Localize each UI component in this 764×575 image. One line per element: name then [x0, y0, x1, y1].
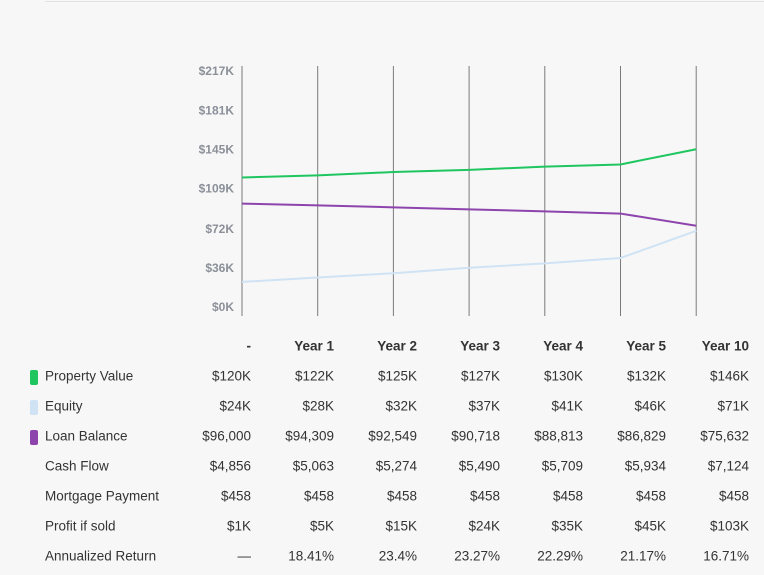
table-cell: $103K — [710, 519, 749, 534]
legend-label: Loan Balance — [45, 429, 128, 444]
table-cell: $1K — [227, 519, 251, 534]
table-cell: $92,549 — [368, 429, 417, 444]
y-tick-label: $181K — [199, 103, 235, 117]
column-header: Year 3 — [460, 339, 500, 354]
table-cell: $127K — [461, 369, 500, 384]
table-cell: $24K — [219, 399, 251, 414]
table-cell: 21.17% — [620, 549, 666, 564]
table-cell: $5,274 — [376, 459, 418, 474]
column-header: Year 2 — [377, 339, 417, 354]
table-cell: $120K — [212, 369, 251, 384]
row-label: Mortgage Payment — [45, 489, 159, 504]
legend-swatch — [30, 370, 38, 385]
y-tick-label: $145K — [199, 142, 235, 156]
column-header: Year 4 — [543, 339, 583, 354]
table-cell: 18.41% — [288, 549, 334, 564]
table-cell: $5K — [310, 519, 334, 534]
table-cell: $5,709 — [542, 459, 583, 474]
table-cell: $71K — [717, 399, 749, 414]
table-cell: $125K — [378, 369, 417, 384]
table-cell: $24K — [468, 519, 500, 534]
table-cell: $88,813 — [534, 429, 583, 444]
table-cell: $35K — [551, 519, 583, 534]
table-cell: $5,934 — [625, 459, 667, 474]
legend-label: Property Value — [45, 369, 133, 384]
legend-label: Equity — [45, 399, 83, 414]
table-cell: $15K — [385, 519, 417, 534]
y-tick-label: $109K — [199, 182, 235, 196]
table-cell: $96,000 — [202, 429, 251, 444]
table-cell: $28K — [302, 399, 334, 414]
table-cell: $86,829 — [617, 429, 666, 444]
table-cell: $75,632 — [700, 429, 749, 444]
y-tick-label: $217K — [199, 64, 235, 78]
row-label: Cash Flow — [45, 459, 109, 474]
table-cell: $122K — [295, 369, 334, 384]
table-cell: $5,490 — [459, 459, 500, 474]
row-label: Profit if sold — [45, 519, 116, 534]
legend-swatch — [30, 400, 38, 415]
table-cell: — — [238, 549, 252, 564]
table-cell: $37K — [468, 399, 500, 414]
table-cell: $458 — [470, 489, 500, 504]
table-cell: $45K — [634, 519, 666, 534]
table-cell: 23.4% — [379, 549, 417, 564]
y-tick-label: $72K — [205, 222, 234, 236]
table-cell: $46K — [634, 399, 666, 414]
column-header: Year 1 — [294, 339, 334, 354]
table-cell: $458 — [719, 489, 749, 504]
y-tick-label: $0K — [212, 300, 234, 314]
table-cell: $458 — [304, 489, 334, 504]
table-cell: $7,124 — [708, 459, 750, 474]
table-cell: $4,856 — [210, 459, 251, 474]
table-cell: 22.29% — [537, 549, 583, 564]
table-cell: $94,309 — [285, 429, 334, 444]
y-tick-label: $36K — [205, 261, 234, 275]
table-cell: $146K — [710, 369, 749, 384]
column-header: - — [247, 339, 252, 354]
column-header: Year 10 — [702, 339, 749, 354]
table-cell: $32K — [385, 399, 417, 414]
table-cell: $458 — [387, 489, 417, 504]
column-header: Year 5 — [626, 339, 666, 354]
table-cell: $458 — [221, 489, 251, 504]
table-cell: 16.71% — [703, 549, 749, 564]
table-cell: $458 — [553, 489, 583, 504]
table-cell: $90,718 — [451, 429, 500, 444]
table-cell: $132K — [627, 369, 666, 384]
series-line — [241, 202, 697, 227]
series-line — [241, 148, 697, 179]
series-line — [241, 229, 697, 283]
row-label: Annualized Return — [45, 549, 156, 564]
table-cell: 23.27% — [454, 549, 500, 564]
table-cell: $458 — [636, 489, 666, 504]
table-cell: $130K — [544, 369, 583, 384]
table-cell: $5,063 — [293, 459, 334, 474]
table-cell: $41K — [551, 399, 583, 414]
legend-swatch — [30, 430, 38, 445]
